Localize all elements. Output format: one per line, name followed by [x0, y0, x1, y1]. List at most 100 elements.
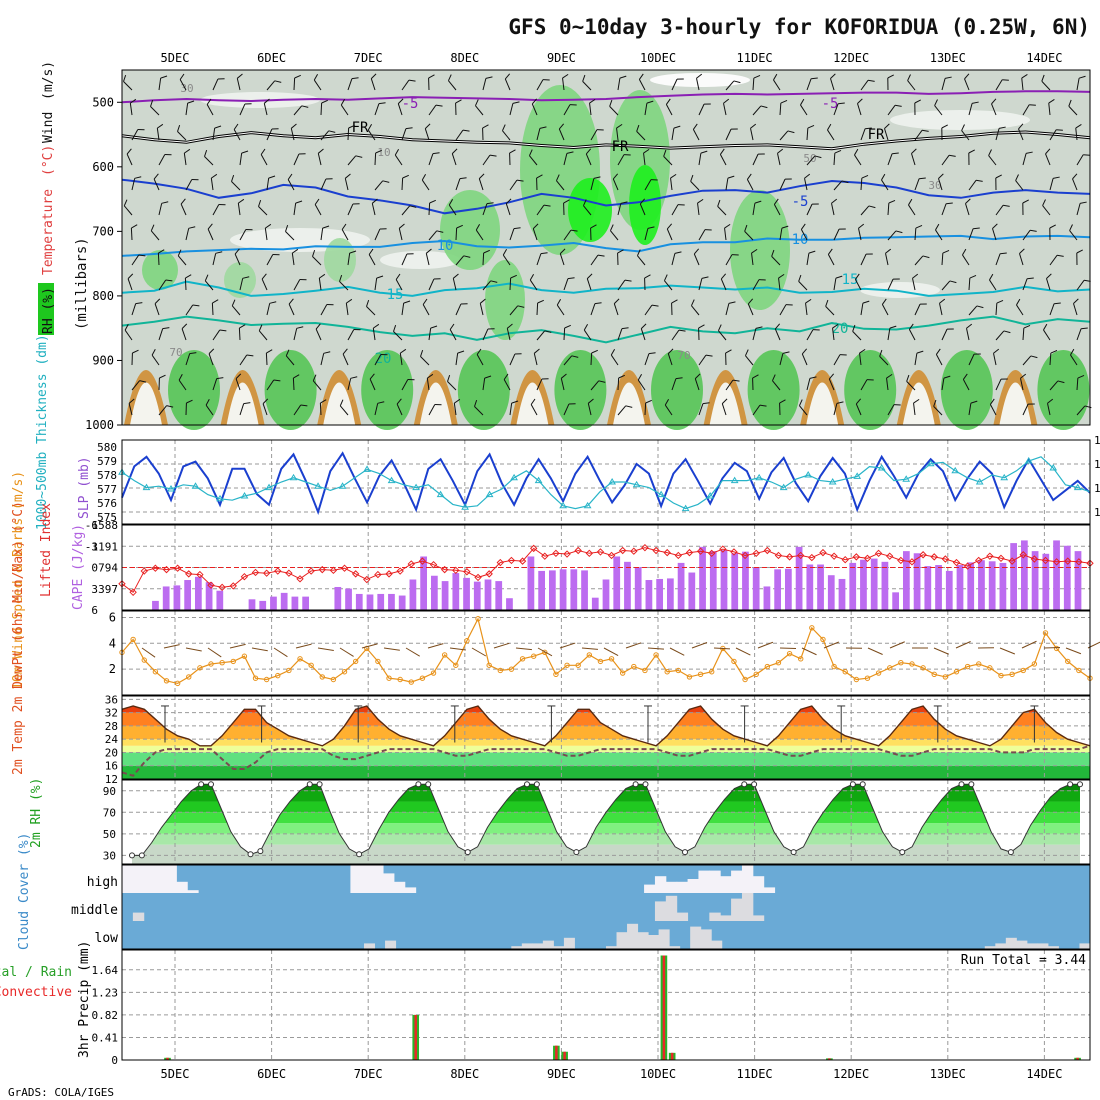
wind-barb-flag [881, 298, 887, 305]
wind-barb [455, 303, 468, 316]
wind-speed-marker [286, 667, 292, 674]
cloud-cover-cell [616, 932, 628, 949]
wind-barb-staff [367, 129, 376, 141]
wind-barb-flag [1002, 79, 1009, 81]
wind-barb [671, 78, 684, 91]
wind-barb-staff [204, 280, 214, 291]
wind-barb-staff [504, 78, 511, 91]
precip-convective-bar [555, 1045, 558, 1060]
li-tick-label: 0 [91, 562, 98, 575]
wind-barb-flag [513, 227, 521, 230]
li-marker [307, 567, 315, 575]
wind-barb [158, 154, 172, 166]
wind-barb-flag [800, 223, 806, 230]
cloud-cover-cell [143, 865, 156, 893]
wind-barb [1049, 302, 1061, 316]
wind-barb [590, 176, 601, 191]
wind-barb-staff [696, 78, 700, 91]
wind-barb-flag [996, 299, 1004, 304]
wind-barb-staff [291, 253, 295, 266]
thickness-marker [363, 465, 371, 472]
wind-barb-staff [563, 355, 573, 366]
wind-speed-marker [208, 661, 214, 667]
wind-barb-staff [455, 303, 462, 316]
cape-bar [645, 580, 653, 610]
wind-barb [482, 328, 495, 341]
wind-barb-staff [239, 229, 247, 241]
wind-barb-staff [833, 103, 839, 116]
wind-speed-marker [597, 658, 604, 665]
cape-bar [870, 558, 878, 610]
precip-tick-label: 0.82 [92, 1009, 119, 1022]
wind-barb-staff [860, 303, 864, 316]
isotherm-line [121, 234, 1091, 257]
surface-wind-barb [207, 647, 222, 658]
cloud-frame [121, 864, 1091, 950]
li-marker [763, 546, 772, 555]
cloud-cover-cell [364, 943, 376, 949]
wind-barb [205, 399, 214, 416]
wind-barb [779, 399, 786, 416]
dewpoint-line [121, 744, 1091, 777]
li-marker [797, 551, 805, 560]
wind-barb-flag [433, 278, 441, 280]
diurnal-column [902, 382, 935, 425]
li-marker [463, 568, 471, 576]
wind-barb [504, 73, 511, 91]
wind-barb-staff [158, 279, 167, 291]
wind-barb-staff [1020, 378, 1024, 391]
wind-barb-staff [212, 204, 220, 216]
cloud-cover-cell [132, 912, 145, 921]
wind-barb [509, 400, 519, 416]
date-label-bottom: 8DEC [450, 1067, 479, 1081]
wind-barb-flag [690, 299, 695, 306]
wind-barb [827, 123, 835, 141]
wind-barb [725, 80, 741, 91]
wind-barb-flag [1027, 277, 1034, 280]
wind-barb-staff [1076, 203, 1081, 216]
wind-barb-staff [665, 104, 673, 116]
wind-barb-staff [287, 179, 295, 191]
wind-barb-staff [509, 403, 513, 416]
wind-barb [371, 198, 378, 216]
wind-speed-marker [964, 663, 971, 670]
wind-barb-flag [696, 73, 703, 79]
wind-barb-flag [774, 323, 781, 330]
wind-barb [586, 273, 593, 291]
wind-barb-flag [636, 249, 641, 256]
wind-barb-staff [560, 378, 565, 391]
wind-barb [536, 299, 544, 316]
cloud-cover-cell [654, 876, 667, 893]
wind-barb-staff [506, 328, 511, 341]
wind-speed-marker [987, 665, 993, 671]
wind-barb-staff [798, 281, 808, 291]
wind-barb-flag [351, 77, 359, 80]
wind-barb-flag [1029, 229, 1037, 232]
thickness-marker [1024, 457, 1033, 464]
wind-barb-flag [130, 98, 137, 104]
cloud-cover-cell [393, 881, 406, 893]
wind-barb-flag [704, 103, 711, 105]
cape-bar [506, 598, 513, 610]
wind-barb-staff [558, 128, 565, 141]
wind-barb-flag [968, 149, 975, 154]
wind-barb-flag [425, 248, 432, 254]
wind-barb-flag [555, 174, 560, 181]
wind-barb-flag [612, 173, 619, 180]
wind-barb-staff [694, 378, 700, 391]
rh-marker [208, 781, 214, 788]
wind-barb [886, 373, 893, 391]
wind-barb-staff [158, 78, 162, 91]
rh-band [132, 823, 1080, 834]
wind-barb [157, 249, 165, 266]
wind-barb-staff [671, 78, 678, 91]
wind-barb [725, 349, 732, 366]
wind-barb [995, 299, 1004, 316]
cloud-cover-cell [669, 946, 681, 949]
wind-barb [1022, 277, 1034, 291]
wind-barb-flag [571, 355, 579, 358]
wind-barb [939, 298, 946, 316]
rh-marker [415, 781, 422, 788]
wind-barb-staff [509, 305, 519, 316]
wind-speed-marker [1076, 667, 1082, 674]
